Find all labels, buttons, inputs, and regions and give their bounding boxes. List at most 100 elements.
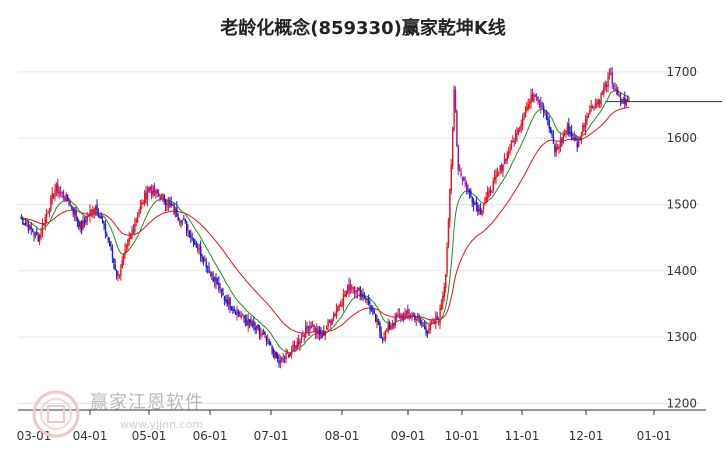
candle-body	[414, 315, 416, 320]
candle-body	[53, 195, 55, 198]
candle-body	[177, 217, 179, 220]
candle-body	[575, 137, 577, 141]
chart-title: 老龄化概念(859330)赢家乾坤K线	[220, 18, 506, 39]
candle-body	[25, 222, 27, 225]
candle-body	[148, 187, 150, 193]
candle-body	[138, 212, 140, 217]
candle-body	[440, 303, 443, 310]
candle-body	[429, 322, 431, 331]
candle-body	[118, 275, 121, 277]
candle-body	[228, 299, 230, 305]
candle-body	[473, 202, 475, 206]
candle-body	[233, 308, 235, 311]
candle-body	[159, 196, 161, 200]
candle-body	[146, 191, 149, 200]
candle-body	[142, 202, 144, 204]
candle-body	[102, 220, 104, 223]
candle-body	[323, 330, 325, 336]
candle-body	[111, 248, 114, 258]
candle-body	[197, 248, 199, 250]
candle-body	[229, 297, 231, 309]
candle-body	[468, 189, 471, 193]
candle-body	[100, 216, 102, 219]
candle-body	[44, 217, 46, 226]
candle-body	[309, 325, 311, 332]
candle-body	[361, 293, 363, 299]
x-tick-label: 10-01	[445, 429, 480, 443]
candle-body	[562, 134, 564, 143]
candle-body	[195, 243, 198, 248]
candle-body	[611, 72, 613, 84]
candle-body	[533, 94, 535, 102]
candle-body	[82, 220, 84, 229]
candle-body	[443, 286, 445, 297]
candle-body	[461, 177, 464, 180]
candle-body	[33, 233, 35, 235]
candle-body	[622, 97, 625, 103]
candle-body	[452, 128, 454, 166]
candle-body	[286, 352, 289, 354]
candle-body	[39, 233, 41, 242]
candle-body	[121, 260, 123, 269]
candle-body	[372, 307, 374, 311]
candle-body	[566, 124, 569, 133]
candle-body	[431, 323, 433, 325]
candle-body	[29, 224, 31, 230]
candle-body	[305, 326, 307, 337]
candle-body	[23, 224, 25, 226]
candle-body	[495, 174, 497, 179]
slow-average-line	[20, 106, 630, 334]
candle-body	[288, 354, 290, 358]
candle-body	[215, 278, 217, 284]
candle-body	[306, 326, 308, 329]
candle-body	[377, 319, 380, 326]
candle-body	[214, 277, 216, 282]
candle-body	[236, 311, 238, 315]
candle-body	[531, 93, 534, 101]
candle-body	[319, 329, 321, 335]
candle-body	[519, 126, 521, 131]
candle-body	[466, 183, 468, 192]
candle-body	[316, 327, 318, 334]
candle-body	[419, 318, 422, 323]
candle-body	[90, 209, 93, 212]
candle-body	[625, 98, 627, 106]
candle-body	[187, 230, 189, 232]
candle-body	[331, 319, 333, 325]
candle-body	[144, 192, 146, 203]
candle-body	[516, 129, 518, 136]
candle-body	[183, 218, 185, 220]
candle-body	[436, 315, 438, 320]
candle-body	[71, 205, 73, 210]
candle-body	[426, 331, 429, 334]
y-tick-label: 1500	[666, 197, 697, 211]
candle-body	[117, 274, 119, 276]
candle-body	[264, 332, 266, 335]
candle-body	[620, 97, 622, 101]
candle-body	[561, 140, 563, 142]
candle-body	[186, 221, 188, 232]
candle-body	[300, 336, 303, 340]
candle-body	[162, 194, 164, 196]
candle-body	[174, 208, 177, 215]
candle-body	[457, 146, 459, 170]
candle-body	[169, 203, 171, 205]
candle-body	[251, 322, 254, 327]
candle-body	[529, 101, 531, 104]
candle-body	[128, 237, 130, 242]
candle-body	[356, 287, 359, 294]
candle-body	[502, 164, 504, 172]
candle-body	[307, 326, 310, 331]
candle-body	[253, 321, 255, 327]
candle-body	[398, 314, 401, 316]
candle-body	[64, 197, 66, 201]
candle-body	[477, 205, 479, 213]
candle-body	[232, 309, 234, 311]
candle-body	[180, 220, 182, 224]
candle-body	[526, 107, 528, 111]
y-tick-labels: 1200 1300 1400 1500 1600 1700	[666, 65, 697, 411]
candle-body	[439, 307, 441, 324]
candle-body	[366, 298, 368, 301]
candle-body	[130, 233, 132, 239]
x-tick-label: 12-01	[569, 429, 604, 443]
